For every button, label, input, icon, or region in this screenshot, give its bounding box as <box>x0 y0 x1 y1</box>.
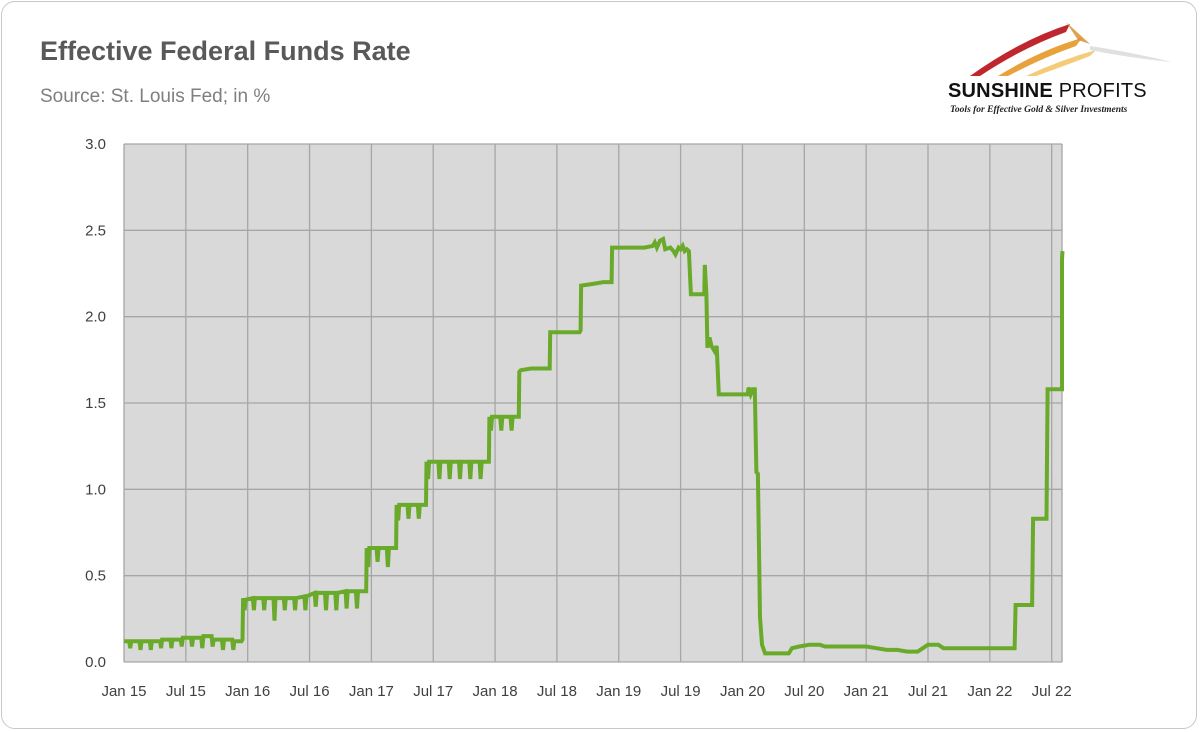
x-tick-label: Jul 18 <box>537 683 577 700</box>
x-tick-label: Jan 19 <box>596 683 641 700</box>
x-tick-label: Jan 22 <box>967 683 1012 700</box>
gridlines <box>123 143 1063 663</box>
chart-title: Effective Federal Funds Rate <box>40 36 411 66</box>
y-tick-label: 1.5 <box>85 395 106 412</box>
x-tick-label: Jul 20 <box>784 683 824 700</box>
y-tick-label: 1.0 <box>85 481 106 498</box>
x-tick-label: Jul 17 <box>413 683 453 700</box>
y-tick-label: 2.5 <box>85 222 106 239</box>
x-tick-label: Jul 19 <box>661 683 701 700</box>
x-tick-label: Jul 16 <box>290 683 330 700</box>
x-tick-label: Jul 22 <box>1032 683 1072 700</box>
series-line-effective-federal-funds-rate <box>124 235 1065 656</box>
logo-tagline: Tools for Effective Gold & Silver Invest… <box>950 105 1128 115</box>
x-tick-label: Jan 17 <box>349 683 394 700</box>
logo-swoosh-icon <box>970 22 1172 76</box>
x-tick-label: Jul 15 <box>166 683 206 700</box>
x-axis-ticks: Jan 15 Jul 15 Jan 16 Jul 16 Jan 17 Jul 17 Jan … <box>101 683 1071 700</box>
x-tick-label: Jan 20 <box>720 683 765 700</box>
y-tick-label: 2.0 <box>85 309 106 326</box>
x-tick-label: Jan 18 <box>473 683 518 700</box>
x-tick-label: Jul 21 <box>908 683 948 700</box>
chart-subtitle: Source: St. Louis Fed; in % <box>40 86 271 107</box>
x-tick-label: Jan 21 <box>844 683 889 700</box>
y-tick-label: 3.0 <box>85 136 106 153</box>
series-layer <box>124 235 1065 656</box>
logo-brand-name: SUNSHINE PROFITS <box>948 80 1147 103</box>
y-tick-label: 0.5 <box>85 568 106 585</box>
x-tick-label: Jan 15 <box>101 683 146 700</box>
logo-brand-bold: SUNSHINE <box>948 80 1053 102</box>
logo-brand-rest: PROFITS <box>1058 80 1147 102</box>
sunshine-profits-logo: SUNSHINE PROFITS Tools for Effective Gol… <box>940 18 1180 118</box>
x-tick-label: Jan 16 <box>225 683 270 700</box>
y-axis-ticks: 0.0 0.5 1.0 1.5 2.0 2.5 3.0 <box>85 136 106 671</box>
y-tick-label: 0.0 <box>85 654 106 671</box>
